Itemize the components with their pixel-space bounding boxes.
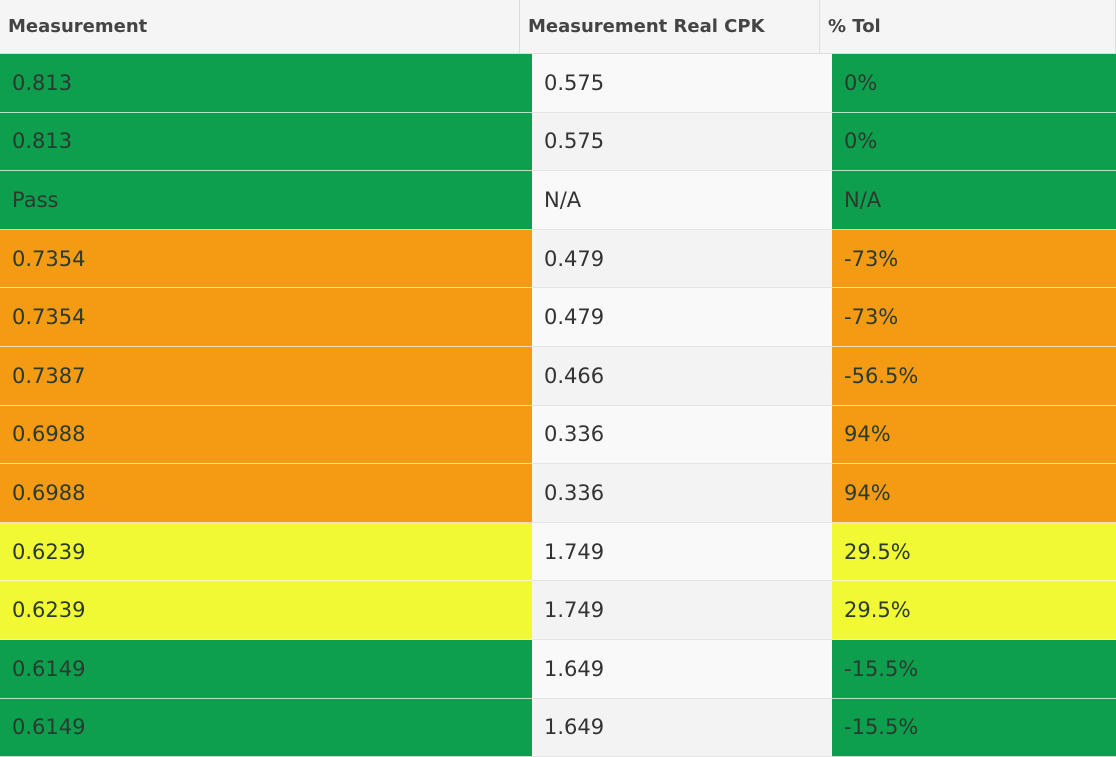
- table-cell: 1.749: [532, 581, 832, 640]
- table-cell: 0.6149: [0, 640, 532, 699]
- table-cell: 0.466: [532, 347, 832, 406]
- table-cell: Pass: [0, 171, 532, 230]
- table-cell: 0.7354: [0, 229, 532, 289]
- table-cell: 0.479: [532, 288, 832, 347]
- table-cell: -15.5%: [832, 640, 1116, 699]
- column-header[interactable]: Measurement Real CPK: [520, 0, 820, 54]
- table-cell: -73%: [832, 288, 1116, 347]
- table-cell: 0.813: [0, 112, 532, 172]
- table-cell: 0.6149: [0, 698, 532, 757]
- table-cell: -15.5%: [832, 698, 1116, 757]
- table-cell: N/A: [532, 171, 832, 230]
- table-cell: N/A: [832, 171, 1116, 230]
- table-cell: 0.6239: [0, 581, 532, 640]
- table-cell: 0.336: [532, 405, 832, 465]
- table-cell: -73%: [832, 229, 1116, 289]
- table-cell: 0.575: [532, 112, 832, 172]
- table-cell: 0.6988: [0, 464, 532, 523]
- table-cell: 0.6239: [0, 522, 532, 582]
- table-cell: 1.649: [532, 698, 832, 757]
- table-cell: 29.5%: [832, 522, 1116, 582]
- column-header[interactable]: Measurement: [0, 0, 520, 54]
- table-cell: 0.336: [532, 464, 832, 523]
- table-cell: 0%: [832, 54, 1116, 113]
- column-header[interactable]: % Tol: [820, 0, 1116, 54]
- table-cell: 0.479: [532, 229, 832, 289]
- table-cell: 0.813: [0, 54, 532, 113]
- table-cell: 94%: [832, 464, 1116, 523]
- table-cell: 29.5%: [832, 581, 1116, 640]
- table-cell: 0.575: [532, 54, 832, 113]
- table-cell: -56.5%: [832, 347, 1116, 406]
- table-cell: 1.649: [532, 640, 832, 699]
- table-cell: 0.7354: [0, 288, 532, 347]
- table-cell: 1.749: [532, 522, 832, 582]
- table-cell: 0.7387: [0, 347, 532, 406]
- table-cell: 0%: [832, 112, 1116, 172]
- table-cell: 0.6988: [0, 405, 532, 465]
- table-cell: 94%: [832, 405, 1116, 465]
